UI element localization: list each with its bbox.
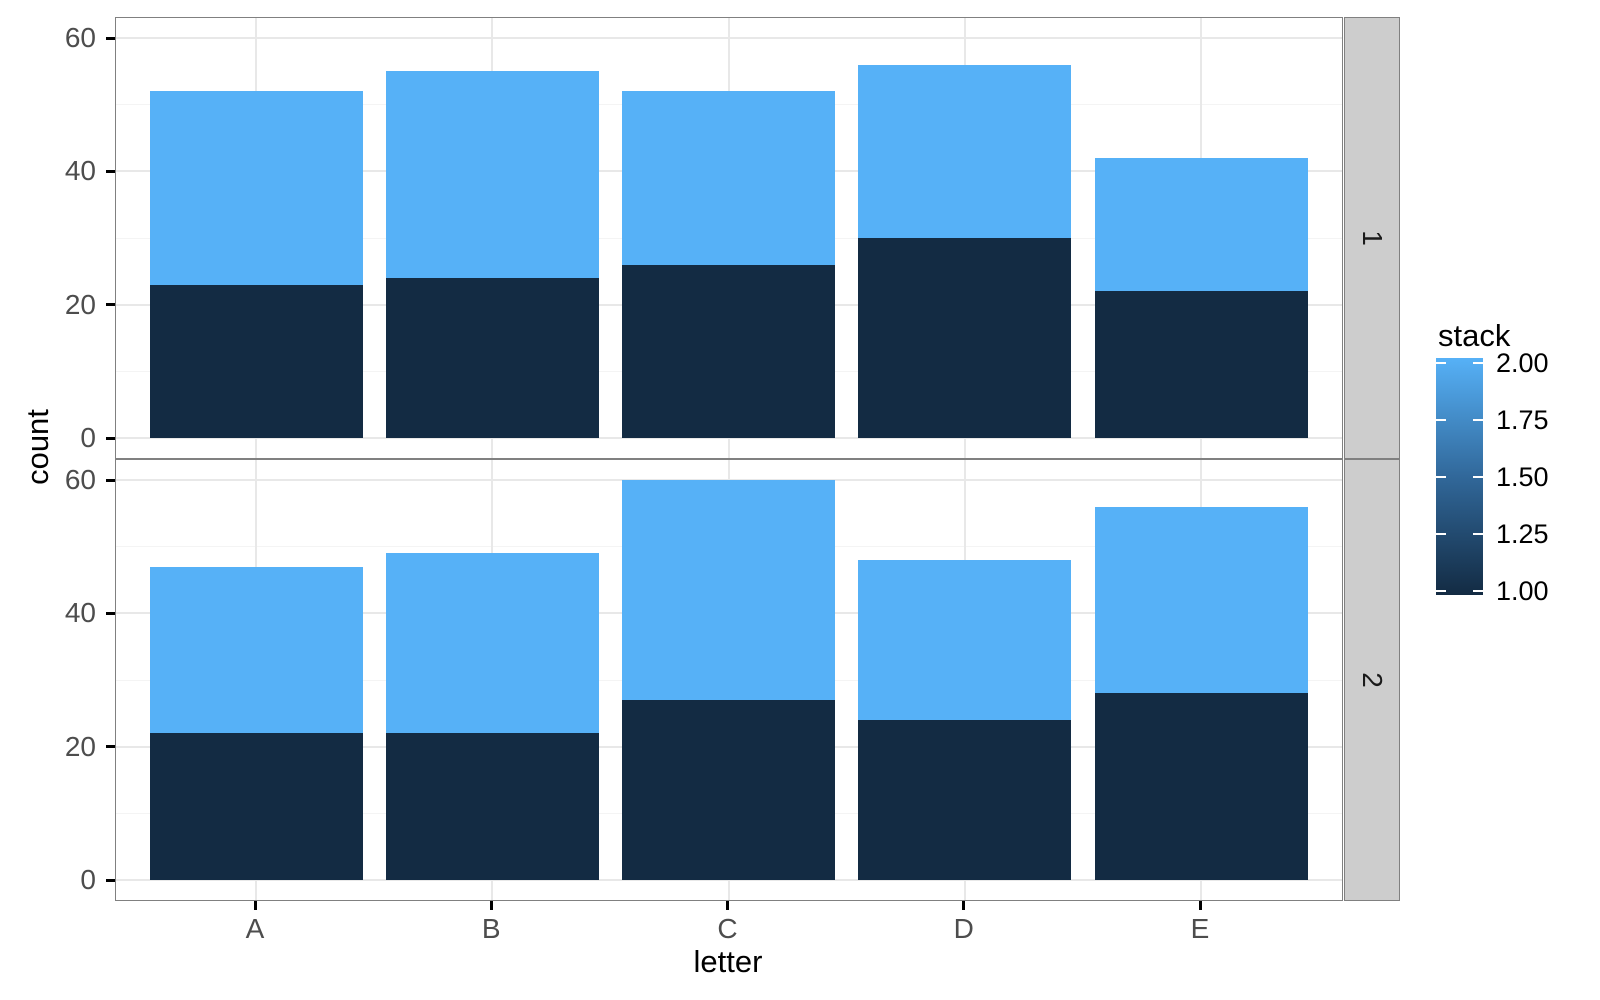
colorbar-tick-right [1473, 475, 1483, 478]
y-tick-mark [106, 169, 115, 173]
colorbar-tick-right [1473, 361, 1483, 364]
y-tick-label: 20 [64, 288, 96, 320]
y-tick-mark [106, 436, 115, 440]
bar-segment-A-stack-2.00 [149, 566, 363, 734]
legend-tick-label: 1.75 [1496, 404, 1549, 435]
colorbar-tick-right [1473, 532, 1483, 535]
facet-panel-2 [115, 459, 1343, 901]
colorbar-tick-left [1436, 475, 1446, 478]
y-tick-label: 40 [64, 155, 96, 187]
x-tick-label: A [245, 913, 265, 944]
bar-segment-E-stack-2.00 [1094, 158, 1308, 292]
bar-segment-B-stack-2.00 [385, 553, 599, 734]
x-tick-label: E [1190, 913, 1210, 944]
bar-segment-D-stack-1.00 [858, 720, 1072, 880]
bar-segment-D-stack-2.00 [858, 64, 1072, 238]
bar-segment-D-stack-1.00 [858, 238, 1072, 438]
bar-segment-B-stack-1.00 [385, 278, 599, 438]
x-tick-mark [1198, 901, 1202, 910]
bar-segment-C-stack-2.00 [622, 91, 835, 265]
y-tick-label: 0 [80, 422, 96, 453]
bar-segment-D-stack-2.00 [858, 560, 1072, 720]
x-axis-title: letter [693, 944, 763, 979]
facet-strip-label: 2 [1357, 672, 1388, 688]
bar-segment-C-stack-2.00 [622, 480, 835, 700]
colorbar-tick-left [1436, 361, 1446, 364]
x-tick-label: B [481, 913, 501, 944]
colorbar-tick-left [1436, 589, 1446, 592]
y-tick-mark [106, 745, 115, 749]
y-tick-mark [106, 303, 115, 307]
y-tick-mark [106, 478, 115, 482]
y-tick-label: 60 [64, 464, 96, 495]
bar-segment-E-stack-1.00 [1094, 291, 1308, 438]
x-tick-label: D [953, 913, 974, 944]
legend-title: stack [1438, 318, 1511, 353]
facet-panel-1 [115, 17, 1343, 459]
colorbar-tick-left [1436, 532, 1446, 535]
bar-segment-B-stack-2.00 [385, 71, 599, 278]
colorbar-tick-right [1473, 418, 1483, 421]
bar-segment-C-stack-1.00 [622, 700, 835, 880]
bar-segment-E-stack-2.00 [1094, 506, 1308, 694]
x-tick-mark [489, 901, 493, 910]
y-tick-mark [106, 878, 115, 882]
y-tick-mark [106, 611, 115, 615]
legend-tick-label: 1.00 [1496, 575, 1549, 606]
legend-tick-label: 1.50 [1496, 461, 1549, 492]
legend-tick-label: 1.25 [1496, 518, 1549, 549]
x-tick-mark [253, 901, 257, 910]
bar-segment-B-stack-1.00 [385, 733, 599, 880]
bar-segment-A-stack-1.00 [149, 284, 363, 438]
y-tick-mark [106, 36, 115, 40]
facet-strip-2: 2 [1344, 459, 1400, 901]
facet-strip-label: 1 [1357, 230, 1388, 246]
bar-segment-C-stack-1.00 [622, 264, 835, 438]
x-tick-mark [962, 901, 966, 910]
legend-tick-label: 2.00 [1496, 347, 1549, 378]
facet-strip-1: 1 [1344, 17, 1400, 459]
x-tick-label: C [717, 913, 738, 944]
y-tick-label: 60 [64, 22, 96, 53]
y-tick-label: 40 [64, 597, 96, 629]
y-tick-label: 20 [64, 730, 96, 762]
bar-segment-A-stack-1.00 [149, 733, 363, 880]
bar-segment-A-stack-2.00 [149, 91, 363, 285]
colorbar-tick-left [1436, 418, 1446, 421]
bar-segment-E-stack-1.00 [1094, 693, 1308, 880]
y-tick-label: 0 [80, 864, 96, 895]
x-tick-mark [726, 901, 729, 910]
colorbar-tick-right [1473, 589, 1483, 592]
